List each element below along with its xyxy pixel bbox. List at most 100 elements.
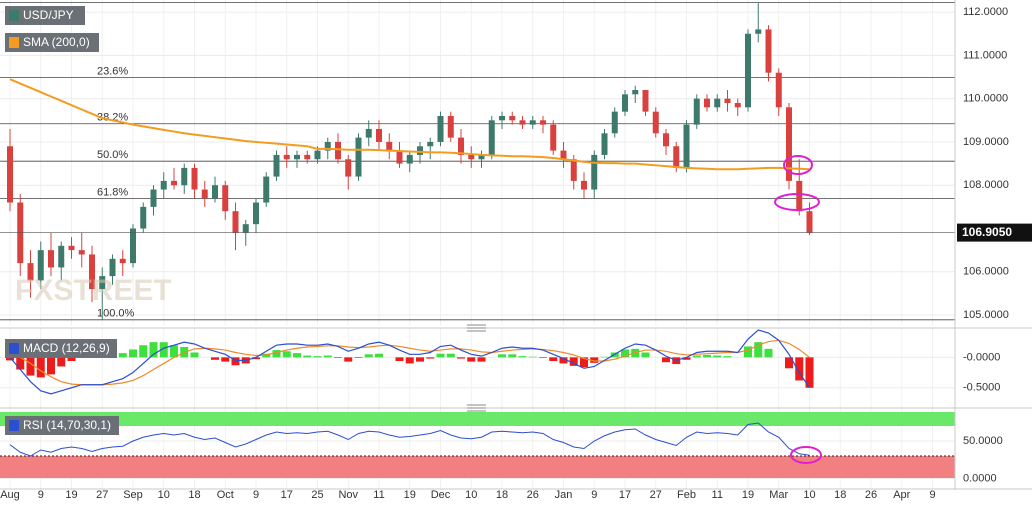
histogram-bar xyxy=(211,357,219,360)
legend-label: RSI (14,70,30,1) xyxy=(23,418,111,432)
histogram-bar xyxy=(405,357,414,364)
candle-body xyxy=(755,29,762,34)
candle-body xyxy=(119,258,126,264)
histogram-bar xyxy=(334,357,342,358)
candle-body xyxy=(181,167,188,186)
x-tick-label: 9 xyxy=(253,489,259,501)
legend-swatch xyxy=(9,10,19,21)
resize-handle[interactable] xyxy=(467,324,486,332)
x-tick-label: Aug xyxy=(0,489,20,501)
candle-body xyxy=(478,154,485,160)
histogram-bar xyxy=(159,342,168,358)
x-tick-label: Apr xyxy=(893,489,910,501)
candle-body xyxy=(365,128,372,138)
x-tick-label: Dec xyxy=(431,489,451,501)
histogram-bar xyxy=(129,349,137,358)
x-tick-label: 10 xyxy=(803,489,815,501)
candle-body xyxy=(704,98,710,108)
histogram-bar xyxy=(477,357,486,362)
histogram-bar xyxy=(569,357,578,366)
legend-box xyxy=(5,33,99,52)
histogram-bar xyxy=(508,354,517,358)
y-tick-label: 0.0000 xyxy=(963,472,997,484)
candle-body xyxy=(519,120,526,125)
x-tick-label: Feb xyxy=(677,489,696,501)
y-tick-label: 110.0000 xyxy=(963,93,1008,105)
histogram-bar xyxy=(416,357,424,362)
highlight-ellipse xyxy=(783,155,813,175)
candle-body xyxy=(78,250,85,255)
candle-body xyxy=(745,33,751,108)
candle-body xyxy=(724,98,731,103)
histogram-bar xyxy=(190,352,199,358)
candle-body xyxy=(714,98,721,108)
x-tick-label: Nov xyxy=(338,489,358,501)
x-tick-label: 11 xyxy=(373,489,384,501)
candle-body xyxy=(109,258,116,277)
candle-body xyxy=(171,180,177,186)
highlight-ellipse xyxy=(790,446,822,464)
candle-body xyxy=(160,180,167,190)
histogram-bar xyxy=(436,353,445,358)
histogram-bar xyxy=(231,357,240,366)
candle-body xyxy=(99,276,106,290)
candle-body xyxy=(458,137,464,155)
x-tick-label: Mar xyxy=(769,489,788,501)
histogram-bar xyxy=(600,356,609,358)
candle-body xyxy=(663,133,669,147)
x-tick-label: 18 xyxy=(188,489,200,501)
fib-label: 23.6% xyxy=(97,65,128,77)
candle-body xyxy=(673,146,680,168)
candle-body xyxy=(89,254,95,290)
histogram-bar xyxy=(293,353,301,358)
histogram-bar xyxy=(26,357,35,376)
x-tick-label: 18 xyxy=(834,489,846,501)
y-tick-label: -0.5000 xyxy=(963,382,1000,394)
candle-body xyxy=(786,107,792,181)
histogram-bar xyxy=(754,342,763,358)
histogram-bar xyxy=(344,357,353,362)
candle-body xyxy=(283,154,290,160)
histogram-bar xyxy=(364,354,373,358)
candle-body xyxy=(212,185,218,199)
histogram-bar xyxy=(580,357,588,368)
candle-body xyxy=(314,150,321,160)
histogram-bar xyxy=(692,355,701,358)
rsi-line xyxy=(9,422,810,457)
candle-body xyxy=(734,102,741,108)
histogram-bar xyxy=(426,357,435,359)
candle-body xyxy=(345,159,352,177)
candle-body xyxy=(601,133,608,155)
candle-body xyxy=(376,128,382,142)
macd-line xyxy=(9,329,810,395)
histogram-bar xyxy=(67,357,76,362)
candle-body xyxy=(447,115,454,138)
candle-body xyxy=(550,124,557,151)
histogram-bar xyxy=(703,354,711,358)
histogram-bar xyxy=(354,357,363,358)
candle-body xyxy=(304,154,311,160)
histogram-bar xyxy=(764,348,773,358)
y-tick-label: 50.0000 xyxy=(963,435,1003,447)
last-price-label: 106.9050 xyxy=(962,225,1012,239)
candle-body xyxy=(324,141,331,151)
histogram-bar xyxy=(713,355,722,358)
resize-handle[interactable] xyxy=(467,404,486,412)
y-tick-label: 111.0000 xyxy=(963,49,1007,61)
histogram-bar xyxy=(682,357,691,360)
candle-body xyxy=(570,159,577,181)
histogram-bar xyxy=(621,349,629,358)
fib-label: 38.2% xyxy=(97,112,128,124)
sma-line xyxy=(9,78,810,171)
histogram-bar xyxy=(498,354,506,358)
fib-label: 61.8% xyxy=(97,187,128,199)
histogram-bar xyxy=(785,357,793,369)
x-tick-label: 26 xyxy=(527,489,539,501)
histogram-bar xyxy=(170,345,178,358)
candle-body xyxy=(611,111,618,134)
candle-body xyxy=(775,72,782,108)
histogram-bar xyxy=(723,356,732,358)
candle-body xyxy=(468,154,475,160)
histogram-bar xyxy=(528,356,537,358)
